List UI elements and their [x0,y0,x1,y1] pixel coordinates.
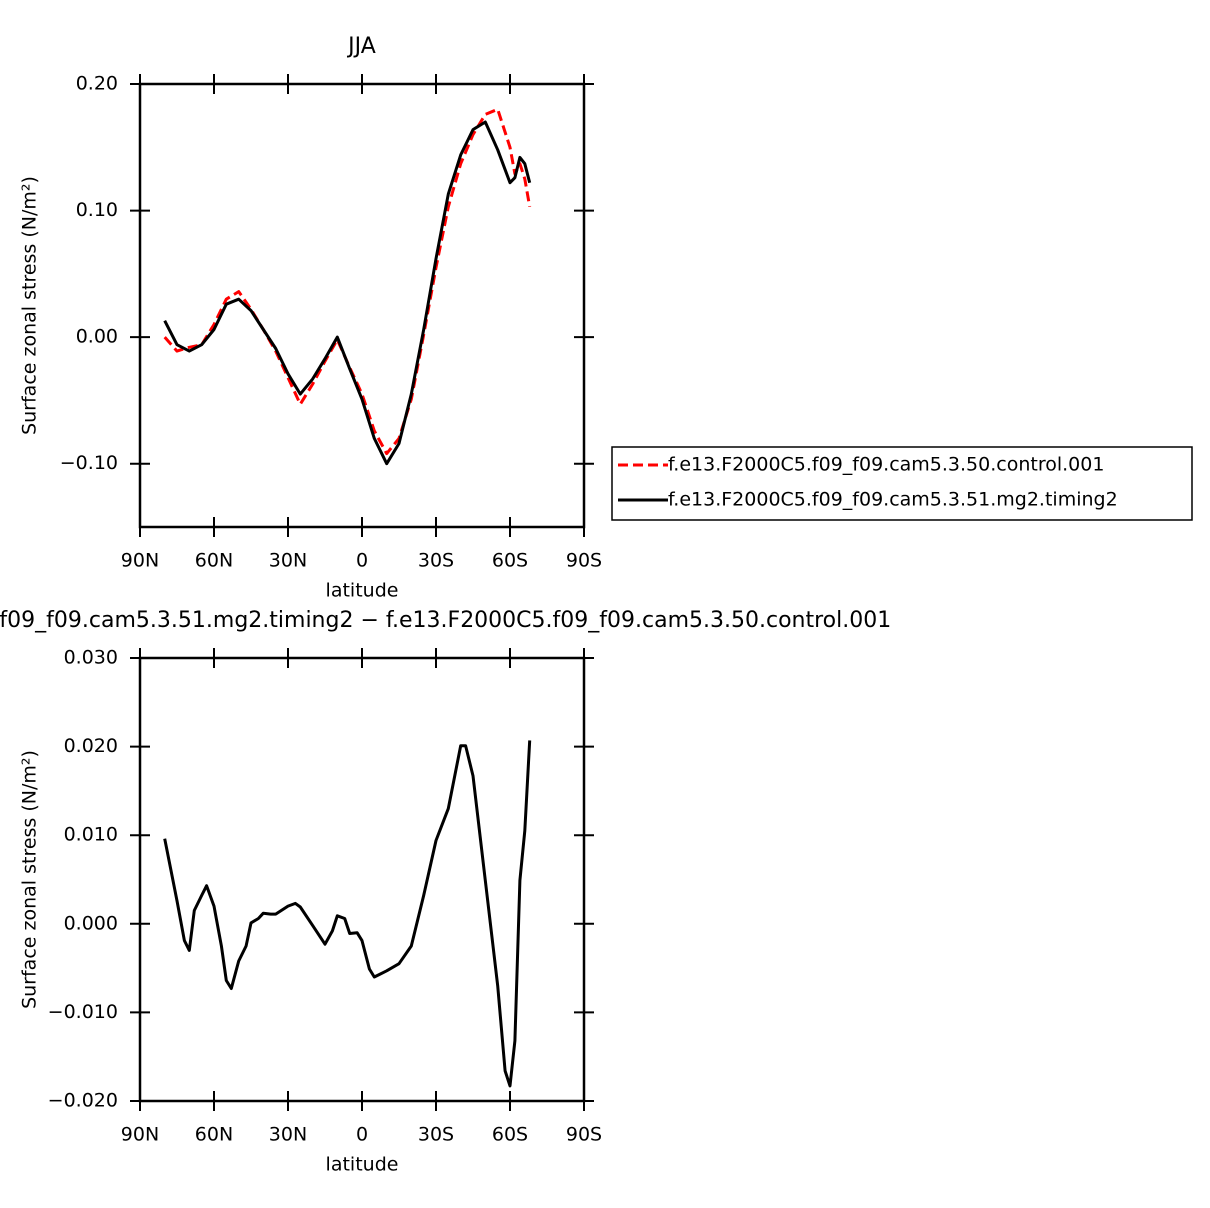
x-axis-label: latitude [326,1154,399,1176]
y-tick-label: 0.000 [64,912,118,934]
y-tick-label: 0.20 [76,73,118,95]
x-tick-label: 0 [356,550,368,572]
y-tick-label: 0.010 [64,824,118,846]
y-tick-label: 0.030 [64,647,118,669]
y-tick-label: −0.020 [48,1090,118,1112]
x-tick-label: 90N [121,1124,159,1146]
x-tick-label: 30N [269,1124,307,1146]
chart-title: f.e13.F2000C5.f09_f09.cam5.3.51.mg2.timi… [0,608,891,633]
data-line [163,120,532,466]
x-tick-label: 60N [195,1124,233,1146]
y-tick-label: −0.010 [48,1001,118,1023]
data-line [163,740,532,1088]
x-axis-label: latitude [326,580,399,602]
y-tick-label: 0.020 [64,735,118,757]
y-tick-label: 0.10 [76,199,118,221]
y-tick-label: 0.00 [76,326,118,348]
x-tick-label: 30S [418,1124,454,1146]
chart-title: JJA [346,34,376,59]
x-tick-label: 90N [121,550,159,572]
y-axis-label: Surface zonal stress (N/m²) [19,176,41,435]
legend-label: f.e13.F2000C5.f09_f09.cam5.3.50.control.… [668,454,1104,476]
legend-label: f.e13.F2000C5.f09_f09.cam5.3.51.mg2.timi… [668,489,1118,511]
x-tick-label: 60S [492,1124,528,1146]
legend-box [611,446,1193,521]
y-axis-label: Surface zonal stress (N/m²) [19,750,41,1009]
x-tick-label: 30N [269,550,307,572]
x-tick-label: 60S [492,550,528,572]
x-tick-label: 60N [195,550,233,572]
x-tick-label: 90S [566,1124,602,1146]
x-tick-label: 0 [356,1124,368,1146]
y-tick-label: −0.10 [60,452,118,474]
x-tick-label: 90S [566,550,602,572]
plot-frame [138,82,586,529]
data-line [163,107,532,456]
x-tick-label: 30S [418,550,454,572]
plot-frame [138,656,586,1103]
